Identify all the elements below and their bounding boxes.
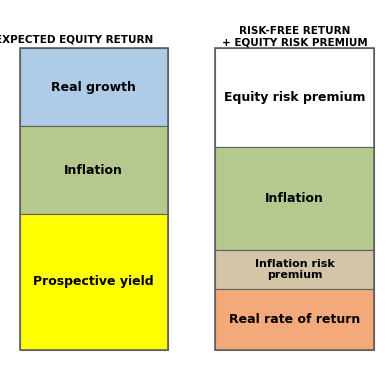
Bar [215, 48, 374, 148]
Text: EXPECTED EQUITY RETURN: EXPECTED EQUITY RETURN [0, 35, 153, 45]
Text: Real rate of return: Real rate of return [229, 313, 360, 326]
Bar [20, 126, 168, 214]
Text: Inflation: Inflation [265, 192, 324, 205]
Bar [215, 48, 374, 350]
Bar [215, 250, 374, 289]
Text: Inflation risk
premium: Inflation risk premium [255, 259, 334, 280]
Bar [215, 289, 374, 350]
Text: Equity risk premium: Equity risk premium [224, 91, 365, 104]
Text: RISK-FREE RETURN
+ EQUITY RISK PREMIUM: RISK-FREE RETURN + EQUITY RISK PREMIUM [222, 26, 367, 47]
Bar [20, 214, 168, 350]
Bar [20, 48, 168, 126]
Text: Prospective yield: Prospective yield [33, 275, 154, 288]
Text: Inflation: Inflation [64, 163, 123, 177]
Text: Real growth: Real growth [51, 81, 136, 93]
Bar [215, 148, 374, 250]
Bar [20, 48, 168, 350]
